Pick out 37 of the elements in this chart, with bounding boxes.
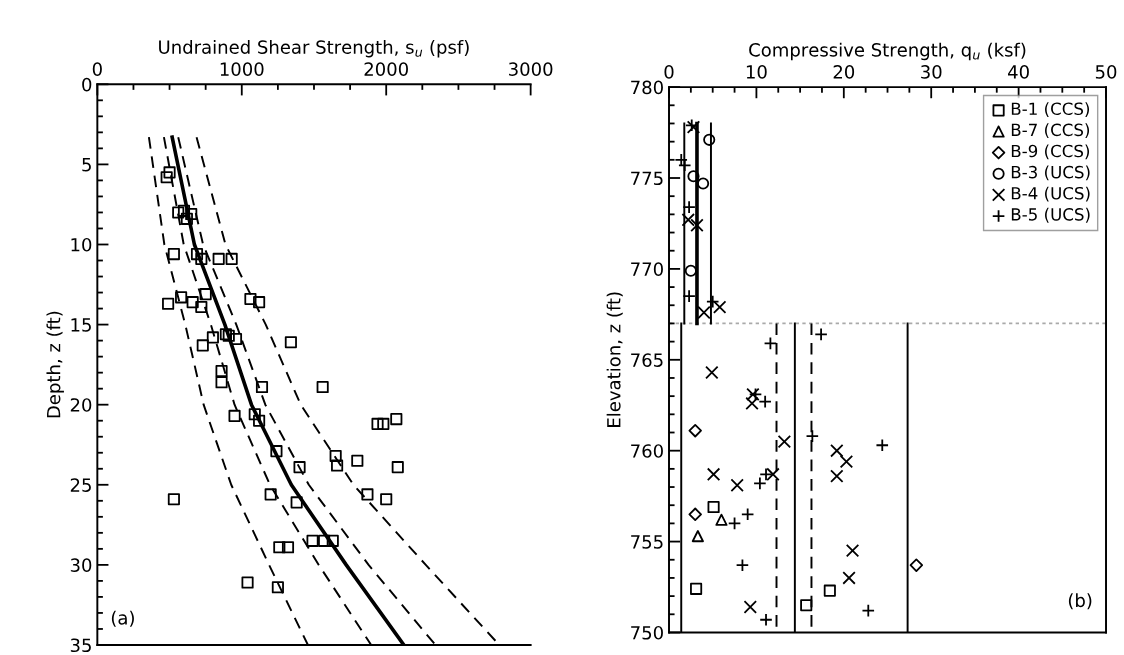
y-tick-label: 755 — [631, 535, 663, 549]
y-tick-label: 30 — [70, 558, 92, 572]
y-tick-label: 770 — [631, 262, 663, 277]
legend-label: B-3 (UCS) — [1011, 165, 1090, 181]
legend-label: B-1 (CCS) — [1011, 102, 1090, 117]
y-tick-label: 20 — [70, 398, 92, 412]
y-axis-title: Elevation, z (ft) — [606, 292, 623, 427]
x-tick-label: 10 — [746, 65, 767, 79]
x-tick-label: 3000 — [509, 62, 553, 76]
y-tick-label: 25 — [70, 478, 91, 492]
y-tick-label: 750 — [631, 625, 663, 640]
x-axis-title: Undrained Shear Strength, s$_{u}$ (psf) — [159, 39, 469, 58]
y-tick-label: 780 — [631, 80, 663, 95]
y-tick-label: 760 — [631, 444, 663, 458]
x-axis-title: Compressive Strength, q$_{u}$ (ksf) — [749, 42, 1026, 61]
legend-label: B-9 (CCS) — [1011, 144, 1090, 160]
legend-label: B-7 (CCS) — [1011, 123, 1090, 139]
annotation: (b) — [1068, 593, 1092, 610]
x-tick-label: 50 — [1095, 65, 1117, 79]
x-tick-label: 0 — [92, 62, 102, 76]
x-tick-label: 40 — [1008, 65, 1029, 79]
x-tick-label: 1000 — [220, 62, 264, 76]
y-tick-label: 5 — [82, 158, 91, 172]
y-tick-label: 775 — [631, 171, 663, 186]
y-axis-title: Depth, z (ft) — [46, 311, 64, 418]
x-tick-label: 2000 — [364, 62, 408, 76]
y-tick-label: 0 — [82, 77, 92, 92]
x-tick-label: 30 — [921, 65, 942, 79]
legend-label: B-4 (UCS) — [1011, 186, 1090, 202]
x-tick-label: 0 — [664, 65, 674, 79]
y-tick-label: 765 — [631, 353, 663, 367]
legend-label: B-5 (UCS) — [1011, 207, 1090, 223]
y-tick-label: 35 — [70, 638, 91, 653]
x-tick-label: 20 — [833, 65, 855, 79]
annotation: (a) — [111, 610, 134, 627]
y-tick-label: 15 — [71, 318, 91, 332]
y-tick-label: 10 — [71, 237, 92, 252]
